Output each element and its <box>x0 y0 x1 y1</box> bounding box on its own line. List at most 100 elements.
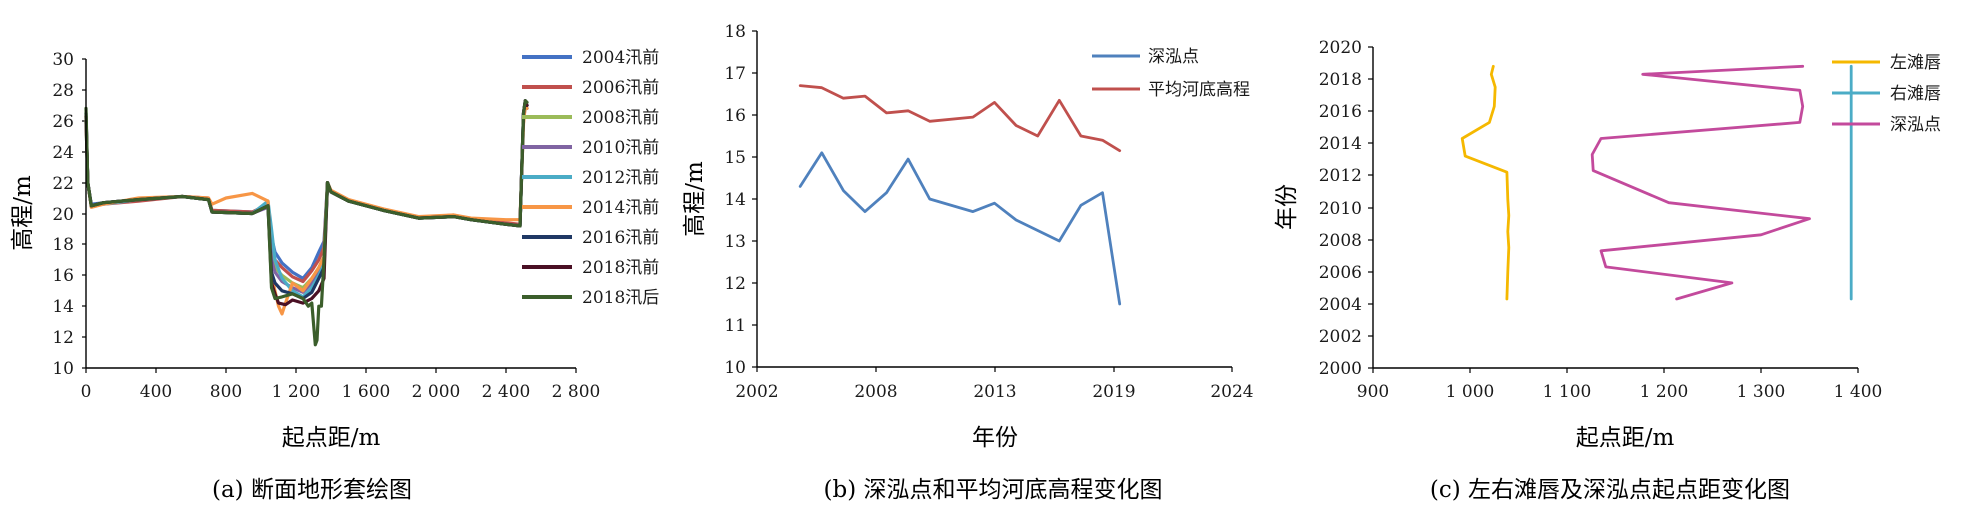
legend-item: 2010汛前 <box>522 138 659 158</box>
ytick-label: 28 <box>52 81 74 101</box>
legend-label: 深泓点 <box>1148 47 1199 67</box>
ytick-label: 18 <box>724 22 746 42</box>
xtick-label: 1 600 <box>342 382 391 402</box>
xtick-label: 0 <box>81 382 92 402</box>
panel-b-ticks <box>752 30 1233 372</box>
xtick-label: 1 400 <box>1834 382 1883 402</box>
xtick-label: 1 000 <box>1446 382 1495 402</box>
legend-item: 2018汛后 <box>522 288 659 308</box>
panel-a-legend: 2004汛前 2006汛前 2008汛前 2010汛前 2012汛前 <box>522 48 659 308</box>
legend-label: 2014汛前 <box>582 198 659 218</box>
xtick-label: 2002 <box>735 382 778 402</box>
xtick-label: 2 000 <box>412 382 461 402</box>
ytick-label: 2004 <box>1319 295 1362 315</box>
panel-a-series-lines <box>84 99 529 347</box>
xtick-label: 1 200 <box>1640 382 1689 402</box>
ytick-label: 2018 <box>1319 70 1362 90</box>
panel-b-xtick-labels: 2002 2008 2013 2019 2024 <box>735 382 1253 402</box>
series-line-2008汛前 <box>84 100 529 290</box>
ytick-label: 10 <box>724 358 746 378</box>
ytick-label: 2016 <box>1319 102 1362 122</box>
ytick-label: 2010 <box>1319 199 1362 219</box>
ytick-label: 2012 <box>1319 166 1362 186</box>
panel-b-x-axis-title: 年份 <box>972 425 1018 451</box>
series-line-平均河底高程 <box>798 84 1122 153</box>
panel-c-ytick-labels: 2000 2002 2004 2006 2008 2010 2012 2014 … <box>1319 38 1362 379</box>
panel-b: 10 11 12 13 14 15 16 17 18 2002 2008 201… <box>682 22 1254 503</box>
panel-a-ytick-labels: 10 12 14 16 18 20 22 24 26 28 30 <box>52 50 74 379</box>
legend-label: 平均河底高程 <box>1148 80 1250 100</box>
legend-item: 深泓点 <box>1832 115 1941 135</box>
xtick-label: 2019 <box>1092 382 1135 402</box>
ytick-label: 15 <box>724 148 746 168</box>
legend-label: 右滩唇 <box>1890 84 1941 104</box>
xtick-label: 2 400 <box>482 382 531 402</box>
legend-item: 2012汛前 <box>522 168 659 188</box>
ytick-label: 26 <box>52 112 74 132</box>
legend-item: 2006汛前 <box>522 78 659 98</box>
panel-a-x-axis-title: 起点距/m <box>282 425 381 451</box>
ytick-label: 2020 <box>1319 38 1362 58</box>
ytick-label: 10 <box>52 359 74 379</box>
legend-label: 2018汛前 <box>582 258 659 278</box>
panel-a-ticks <box>82 58 577 373</box>
ytick-label: 18 <box>52 235 74 255</box>
ytick-label: 2006 <box>1319 263 1362 283</box>
ytick-label: 16 <box>724 106 746 126</box>
xtick-label: 1 100 <box>1543 382 1592 402</box>
ytick-label: 16 <box>52 266 74 286</box>
xtick-label: 2008 <box>854 382 897 402</box>
ytick-label: 2008 <box>1319 231 1362 251</box>
ytick-label: 2002 <box>1319 327 1362 347</box>
xtick-label: 1 200 <box>272 382 321 402</box>
ytick-label: 30 <box>52 50 74 70</box>
panel-a-caption: (a) 断面地形套绘图 <box>212 477 412 503</box>
legend-label: 左滩唇 <box>1890 53 1941 73</box>
panel-c-legend: 左滩唇 右滩唇 深泓点 <box>1832 53 1941 135</box>
panel-b-ytick-labels: 10 11 12 13 14 15 16 17 18 <box>724 22 746 378</box>
panel-a-y-axis-title: 高程/m <box>10 175 36 251</box>
panel-b-legend: 深泓点 平均河底高程 <box>1092 47 1250 100</box>
ytick-label: 12 <box>724 274 746 294</box>
series-line-左滩唇 <box>1460 64 1511 301</box>
panel-c-xtick-labels: 900 1 000 1 100 1 200 1 300 1 400 <box>1357 382 1883 402</box>
legend-item: 2016汛前 <box>522 228 659 248</box>
legend-label: 2012汛前 <box>582 168 659 188</box>
xtick-label: 900 <box>1357 382 1389 402</box>
ytick-label: 2014 <box>1319 134 1362 154</box>
panel-a-xtick-labels: 0 400 800 1 200 1 600 2 000 2 400 2 800 <box>81 382 601 402</box>
panel-c-caption: (c) 左右滩唇及深泓点起点距变化图 <box>1430 477 1790 503</box>
legend-label: 2008汛前 <box>582 108 659 128</box>
legend-item: 2014汛前 <box>522 198 659 218</box>
legend-item: 2004汛前 <box>522 48 659 68</box>
xtick-label: 400 <box>140 382 172 402</box>
panel-c-ticks <box>1368 46 1859 373</box>
series-line-深泓点 <box>798 151 1122 306</box>
panel-b-y-axis-title: 高程/m <box>682 161 708 237</box>
xtick-label: 2 800 <box>552 382 601 402</box>
xtick-label: 1 300 <box>1737 382 1786 402</box>
xtick-label: 800 <box>210 382 242 402</box>
series-line-2018汛后 <box>84 99 529 347</box>
legend-label: 2018汛后 <box>582 288 659 308</box>
legend-item: 右滩唇 <box>1832 84 1941 104</box>
ytick-label: 14 <box>52 297 74 317</box>
panel-c-x-axis-title: 起点距/m <box>1576 425 1675 451</box>
xtick-label: 2013 <box>973 382 1016 402</box>
xtick-label: 2024 <box>1210 382 1253 402</box>
panel-a: 10 12 14 16 18 20 22 24 26 28 30 0 400 8… <box>10 48 659 503</box>
ytick-label: 17 <box>724 64 746 84</box>
ytick-label: 20 <box>52 205 74 225</box>
panel-c: 2000 2002 2004 2006 2008 2010 2012 2014 … <box>1274 38 1941 503</box>
panel-c-series-lines <box>1460 64 1853 301</box>
ytick-label: 13 <box>724 232 746 252</box>
legend-item: 2018汛前 <box>522 258 659 278</box>
legend-item: 深泓点 <box>1092 47 1199 67</box>
panel-b-caption: (b) 深泓点和平均河底高程变化图 <box>824 477 1163 503</box>
legend-label: 2006汛前 <box>582 78 659 98</box>
ytick-label: 12 <box>52 328 74 348</box>
panel-c-y-axis-title: 年份 <box>1274 184 1300 230</box>
ytick-label: 2000 <box>1319 359 1362 379</box>
ytick-label: 24 <box>52 143 74 163</box>
